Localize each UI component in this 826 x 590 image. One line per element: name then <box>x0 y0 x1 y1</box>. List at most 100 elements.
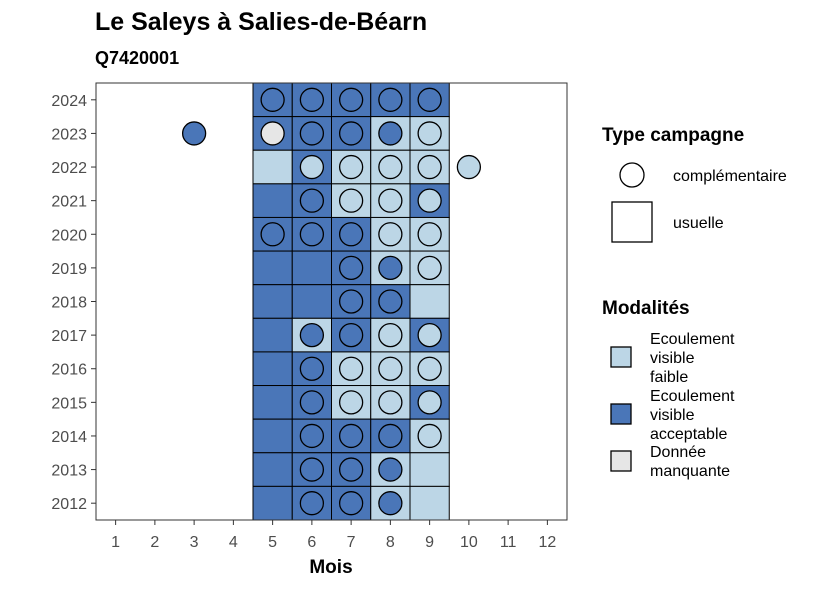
point-2015-8 <box>378 390 403 415</box>
point-2015-9 <box>417 390 442 415</box>
legend-acceptable-swatch <box>610 403 632 425</box>
point-2020-8 <box>378 222 403 247</box>
tile-2012-9 <box>409 485 450 521</box>
point-2018-7 <box>338 289 364 314</box>
point-2016-9 <box>417 356 442 381</box>
y-tick-label: 2013 <box>51 463 87 480</box>
legend-modalites-title: Modalités <box>602 298 690 319</box>
point-2024-7 <box>338 87 364 112</box>
tile-2018-6 <box>291 284 332 319</box>
tile-2017-5 <box>252 317 293 353</box>
point-2014-9 <box>417 423 442 449</box>
point-2013-8 <box>378 457 403 482</box>
legend-modalites: Modalités Ecoulement visible faible Ecou… <box>602 298 735 480</box>
point-2023-5 <box>260 121 285 146</box>
y-tick-label: 2021 <box>51 194 87 211</box>
x-tick-label: 10 <box>460 534 478 551</box>
tile-2013-9 <box>409 452 450 487</box>
y-tick-label: 2016 <box>51 362 87 379</box>
y-tick-label: 2012 <box>51 496 87 513</box>
x-tick-label: 5 <box>268 534 277 551</box>
y-tick-label: 2014 <box>51 429 87 446</box>
point-2023-9 <box>417 121 442 146</box>
x-tick-label: 8 <box>386 534 395 551</box>
point-2022-10 <box>456 154 482 180</box>
point-2017-9 <box>417 322 442 348</box>
tile-2018-5 <box>252 284 293 319</box>
point-2015-6 <box>299 390 325 415</box>
legend-faible-swatch <box>610 346 632 368</box>
point-2021-8 <box>378 188 403 213</box>
y-tick-label: 2023 <box>51 126 87 143</box>
x-tick-label: 1 <box>111 534 120 551</box>
point-2014-6 <box>299 423 325 449</box>
x-tick-label: 3 <box>190 534 199 551</box>
point-2014-8 <box>378 423 403 449</box>
point-2019-9 <box>417 255 442 281</box>
point-2024-9 <box>417 87 442 112</box>
point-2020-7 <box>338 222 364 247</box>
tile-2016-5 <box>252 351 293 387</box>
complementaire-points <box>181 87 482 516</box>
point-2021-7 <box>338 188 364 213</box>
legend-manquante-label-line1: Donnée <box>650 444 706 461</box>
y-axis: 2012 2013 2014 2015 2016 2017 2018 2019 2020 2021… <box>51 93 96 513</box>
point-2020-6 <box>299 222 325 247</box>
point-2016-8 <box>378 356 403 381</box>
tile-2015-5 <box>252 385 293 420</box>
legend-manquante-swatch <box>610 450 632 472</box>
x-tick-label: 4 <box>229 534 238 551</box>
point-2014-7 <box>338 423 364 449</box>
point-2023-7 <box>338 121 364 146</box>
legend-acceptable-label-line2: visible <box>650 407 695 424</box>
y-tick-label: 2022 <box>51 160 87 177</box>
legend-type-title: Type campagne <box>602 125 744 146</box>
legend-faible-label-line2: visible <box>650 350 695 367</box>
point-2012-6 <box>299 491 325 516</box>
x-tick-label: 2 <box>150 534 159 551</box>
legend-usuelle-label: usuelle <box>673 215 724 232</box>
chart-subtitle: Q7420001 <box>95 48 179 68</box>
x-tick-label: 6 <box>307 534 316 551</box>
point-2017-6 <box>299 322 325 348</box>
x-tick-label: 9 <box>425 534 434 551</box>
x-axis-title: Mois <box>309 557 352 578</box>
point-2018-8 <box>378 289 403 314</box>
point-2017-7 <box>338 322 364 348</box>
point-2012-8 <box>378 491 403 516</box>
tile-2014-5 <box>252 418 293 454</box>
point-2015-7 <box>338 390 364 415</box>
legend-faible-label-line3: faible <box>650 369 688 386</box>
tile-2013-5 <box>252 452 293 487</box>
x-tick-label: 7 <box>347 534 356 551</box>
x-axis: 1 2 3 4 5 6 7 8 9 10 11 12 <box>111 520 556 551</box>
y-tick-label: 2015 <box>51 395 87 412</box>
chart-title: Le Saleys à Salies-de-Béarn <box>95 8 427 36</box>
point-2019-8 <box>378 255 403 281</box>
point-2016-6 <box>299 356 325 381</box>
tile-2018-9 <box>409 284 450 319</box>
point-2013-7 <box>338 457 364 482</box>
tile-2021-5 <box>252 183 293 218</box>
legend-circle-key <box>619 162 645 188</box>
x-tick-label: 11 <box>500 534 517 551</box>
point-2017-8 <box>378 322 403 348</box>
legend-acceptable-label-line1: Ecoulement <box>650 388 735 405</box>
y-tick-label: 2019 <box>51 261 87 278</box>
point-2016-7 <box>338 356 364 381</box>
point-2020-5 <box>260 222 285 247</box>
tile-2019-5 <box>252 250 293 286</box>
legend-faible-label-line1: Ecoulement <box>650 331 735 348</box>
point-2012-7 <box>338 491 364 516</box>
point-2023-3 <box>181 121 207 146</box>
legend-type-campagne: Type campagne complémentaire usuelle <box>602 125 787 243</box>
tile-2022-5 <box>252 149 293 185</box>
y-tick-label: 2018 <box>51 295 87 312</box>
y-tick-label: 2024 <box>51 93 87 110</box>
tile-2012-5 <box>252 485 293 521</box>
point-2023-8 <box>378 121 403 146</box>
legend-square-key <box>611 201 653 243</box>
point-2023-6 <box>299 121 325 146</box>
point-2021-9 <box>417 188 442 213</box>
point-2024-8 <box>378 87 403 112</box>
